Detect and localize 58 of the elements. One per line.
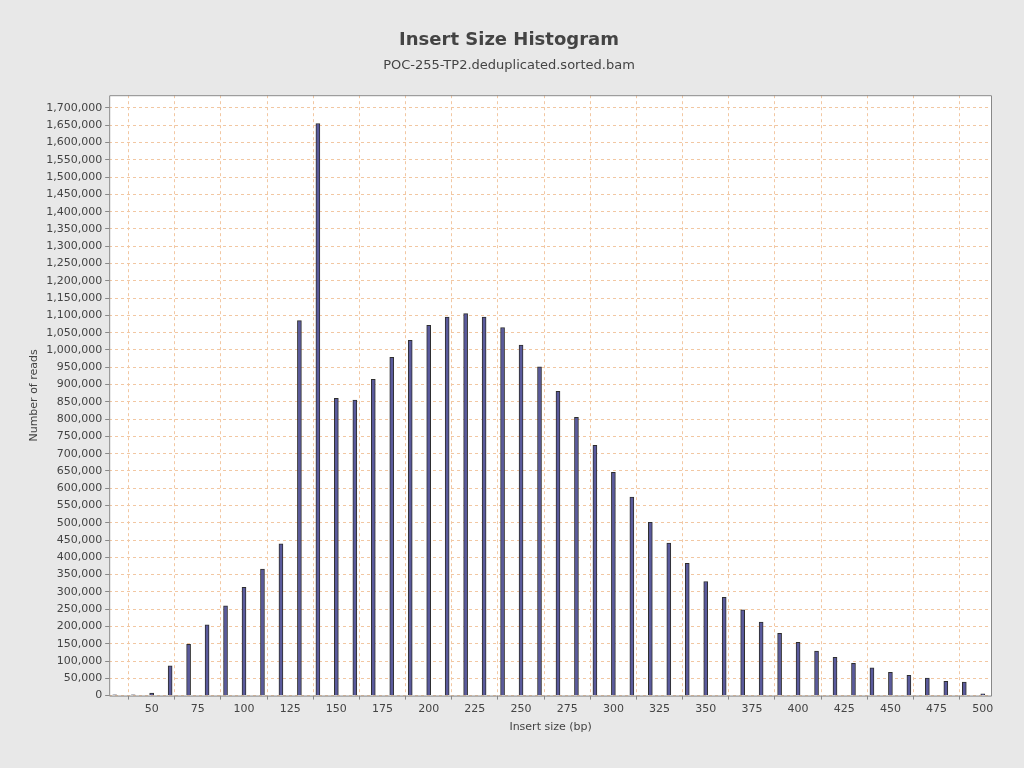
- y-tick-label: 150,000: [56, 636, 103, 650]
- y-tick-label: 1,350,000: [46, 221, 103, 235]
- y-tick-label: 100,000: [56, 653, 103, 667]
- x-tick-label: 350: [695, 702, 717, 716]
- y-tick-label: 300,000: [56, 584, 103, 598]
- y-tick-label: 1,300,000: [46, 239, 103, 253]
- y-tick-label: 350,000: [56, 567, 103, 581]
- y-axis-title: Number of reads: [27, 348, 41, 442]
- y-tick-label: 700,000: [56, 446, 103, 460]
- x-tick-label: 100: [233, 702, 255, 716]
- x-tick-label: 400: [787, 702, 809, 716]
- y-tick-label: 250,000: [56, 602, 103, 616]
- x-tick-label: 75: [190, 702, 205, 716]
- y-tick-label: 600,000: [56, 481, 103, 495]
- x-tick-label: 250: [510, 702, 532, 716]
- x-tick-label: 50: [144, 702, 159, 716]
- x-axis-title: Insert size (bp): [509, 720, 592, 734]
- y-tick-label: 1,600,000: [46, 135, 103, 149]
- y-tick-label: 800,000: [56, 411, 103, 425]
- y-tick-label: 750,000: [56, 429, 103, 443]
- y-tick-label: 850,000: [56, 394, 103, 408]
- y-tick-label: 50,000: [63, 671, 103, 685]
- y-tick-label: 650,000: [56, 463, 103, 477]
- y-tick-label: 1,500,000: [46, 169, 103, 183]
- y-tick-label: 900,000: [56, 377, 103, 391]
- x-tick-label: 300: [602, 702, 624, 716]
- x-tick-label: 200: [418, 702, 440, 716]
- x-tick-label: 500: [972, 702, 994, 716]
- x-tick-label: 450: [879, 702, 901, 716]
- y-tick-label: 1,050,000: [46, 325, 103, 339]
- x-tick-label: 425: [833, 702, 855, 716]
- y-tick-label: 1,150,000: [46, 290, 103, 304]
- y-tick-label: 450,000: [56, 532, 103, 546]
- y-tick-label: 1,100,000: [46, 308, 103, 322]
- y-tick-label: 1,000,000: [46, 342, 103, 356]
- y-tick-label: 1,700,000: [46, 100, 103, 114]
- y-tick-label: 400,000: [56, 550, 103, 564]
- y-tick-label: 550,000: [56, 498, 103, 512]
- y-tick-label: 1,400,000: [46, 204, 103, 218]
- y-tick-label: 1,650,000: [46, 118, 103, 132]
- y-tick-label: 200,000: [56, 619, 103, 633]
- y-tick-label: 1,200,000: [46, 273, 103, 287]
- x-tick-label: 225: [464, 702, 486, 716]
- x-tick-label: 275: [556, 702, 578, 716]
- x-tick-label: 150: [325, 702, 347, 716]
- x-tick-label: 475: [926, 702, 948, 716]
- chart-title: Insert Size Histogram: [399, 28, 619, 50]
- y-tick-label: 500,000: [56, 515, 103, 529]
- y-tick-label: 1,450,000: [46, 187, 103, 201]
- y-tick-label: 950,000: [56, 360, 103, 374]
- y-tick-label: 1,550,000: [46, 152, 103, 166]
- chart-subtitle: POC-255-TP2.deduplicated.sorted.bam: [383, 56, 635, 72]
- x-tick-label: 175: [372, 702, 394, 716]
- y-tick-label: 1,250,000: [46, 256, 103, 270]
- y-tick-label: 0: [95, 688, 103, 702]
- x-tick-label: 375: [741, 702, 763, 716]
- x-tick-label: 125: [279, 702, 301, 716]
- x-tick-label: 325: [649, 702, 671, 716]
